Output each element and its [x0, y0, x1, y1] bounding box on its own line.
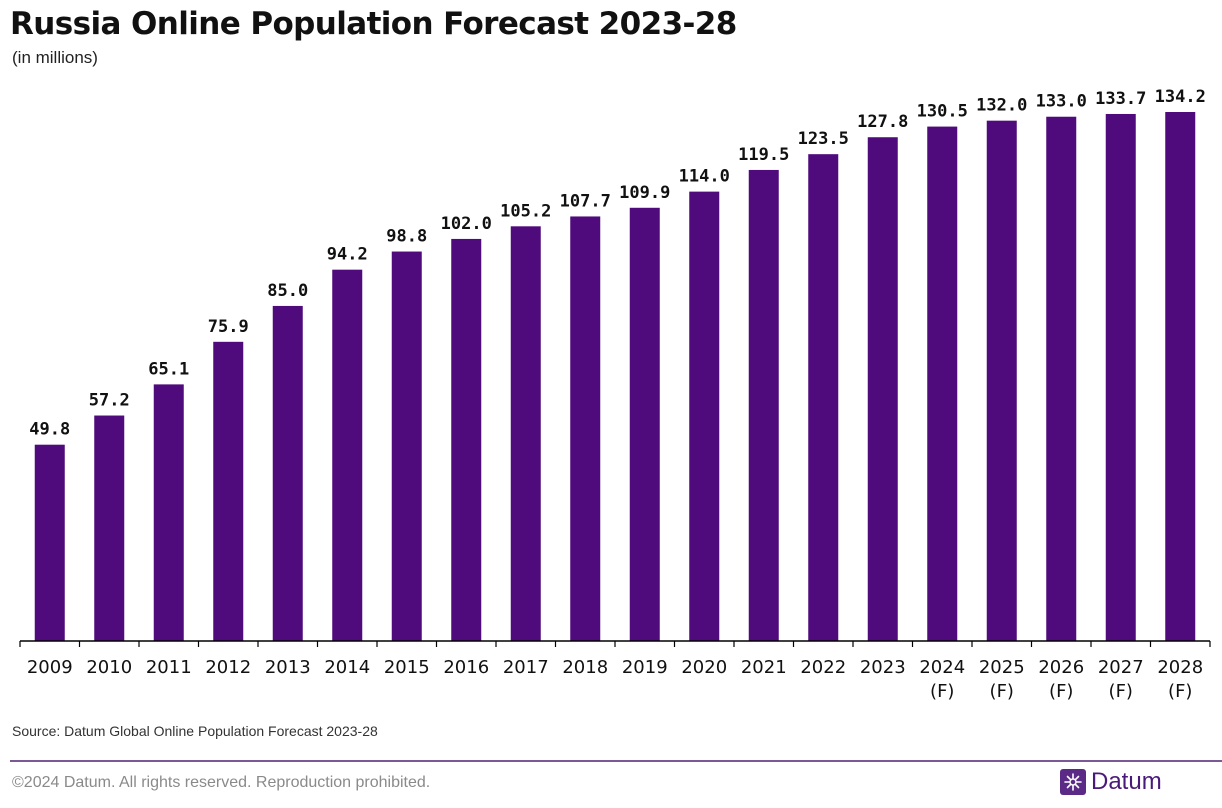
- x-axis-tick-label: 2017: [503, 657, 549, 678]
- x-axis-tick-label: 2018: [562, 657, 608, 678]
- bar-value-label: 123.5: [798, 129, 849, 149]
- x-axis-tick-label: 2026: [1038, 657, 1084, 678]
- bar-value-label: 102.0: [441, 214, 492, 234]
- bar-value-label: 134.2: [1155, 87, 1206, 107]
- bar-value-label: 98.8: [386, 227, 427, 247]
- x-axis-tick-label: (F): [990, 681, 1014, 702]
- bar-value-label: 119.5: [738, 145, 789, 165]
- bar-value-label: 132.0: [976, 96, 1027, 116]
- bar: [629, 207, 660, 641]
- bar-value-label: 57.2: [89, 391, 130, 411]
- source-note: Source: Datum Global Online Population F…: [12, 723, 378, 739]
- x-axis-tick-label: (F): [1109, 681, 1133, 702]
- x-axis-tick-label: 2009: [27, 657, 73, 678]
- x-axis-tick-label: 2027: [1098, 657, 1144, 678]
- x-axis-ticks: [19, 641, 1211, 647]
- bar-value-label: 94.2: [327, 245, 368, 265]
- x-axis-tick-label: (F): [1049, 681, 1073, 702]
- x-axis-tick-label: 2020: [681, 657, 727, 678]
- bar: [1165, 112, 1196, 641]
- bar: [748, 169, 779, 641]
- chart-title: Russia Online Population Forecast 2023-2…: [10, 6, 737, 42]
- x-axis-tick-label: 2028: [1157, 657, 1203, 678]
- bar: [986, 120, 1017, 642]
- bar: [689, 191, 720, 642]
- x-axis-tick-label: 2013: [265, 657, 311, 678]
- bar-value-label: 109.9: [619, 183, 670, 203]
- value-label-group: 49.8 57.2 65.1 75.9 85.0 94.2 98.8 102.0 105.2 10…: [29, 87, 1206, 440]
- bar: [1105, 113, 1136, 641]
- datum-logo-icon: [1060, 769, 1086, 795]
- x-axis-tick-label: 2012: [205, 657, 251, 678]
- x-axis-tick-label: 2024: [919, 657, 965, 678]
- x-axis-tick-label: 2015: [384, 657, 430, 678]
- x-axis-tick-label: 2019: [622, 657, 668, 678]
- x-axis-tick-label: 2011: [146, 657, 192, 678]
- x-axis-tick-label: 2021: [741, 657, 787, 678]
- chart-subtitle: (in millions): [12, 48, 98, 67]
- bar-value-label: 127.8: [857, 112, 908, 132]
- brand-name: Datum: [1091, 768, 1162, 795]
- bar: [272, 305, 303, 641]
- bar-value-label: 133.0: [1036, 92, 1087, 112]
- bar: [391, 251, 422, 641]
- bar: [34, 444, 65, 641]
- x-axis-tick-label: 2025: [979, 657, 1025, 678]
- bar: [94, 415, 125, 641]
- bar-value-label: 85.0: [267, 281, 308, 301]
- bar: [808, 154, 839, 641]
- x-axis-tick-label: (F): [1168, 681, 1192, 702]
- x-axis-tick-label: 2010: [86, 657, 132, 678]
- bar-value-label: 114.0: [679, 167, 730, 187]
- bar: [867, 137, 898, 641]
- brand-logo: Datum: [1060, 768, 1162, 796]
- bar: [153, 384, 184, 641]
- x-axis-tick-label: 2014: [324, 657, 370, 678]
- bar-value-label: 105.2: [500, 201, 551, 221]
- bar-chart: 49.8 57.2 65.1 75.9 85.0 94.2 98.8 102.0 105.2 10…: [19, 87, 1211, 702]
- x-axis-tick-label: 2022: [800, 657, 846, 678]
- bar: [510, 226, 541, 641]
- x-axis-tick-labels: 2009 2010 2011 2012 2013 2014 2015 2016 2017 2018…: [27, 657, 1203, 702]
- x-axis-tick-label: 2023: [860, 657, 906, 678]
- bar-value-label: 65.1: [148, 359, 189, 379]
- bar: [451, 238, 482, 641]
- bar-value-label: 133.7: [1095, 89, 1146, 109]
- x-axis-tick-label: (F): [930, 681, 954, 702]
- bar-value-label: 49.8: [29, 420, 70, 440]
- bar: [213, 341, 244, 641]
- bar: [332, 269, 363, 641]
- bar: [927, 126, 958, 641]
- x-axis-tick-label: 2016: [443, 657, 489, 678]
- bar: [1046, 116, 1077, 642]
- bar: [570, 216, 601, 641]
- bar-value-label: 107.7: [560, 191, 611, 211]
- bar-value-label: 75.9: [208, 317, 249, 337]
- bar-value-label: 130.5: [917, 102, 968, 122]
- copyright-text: ©2024 Datum. All rights reserved. Reprod…: [12, 774, 431, 791]
- footer-divider: [10, 760, 1222, 762]
- bar-group: [34, 112, 1196, 642]
